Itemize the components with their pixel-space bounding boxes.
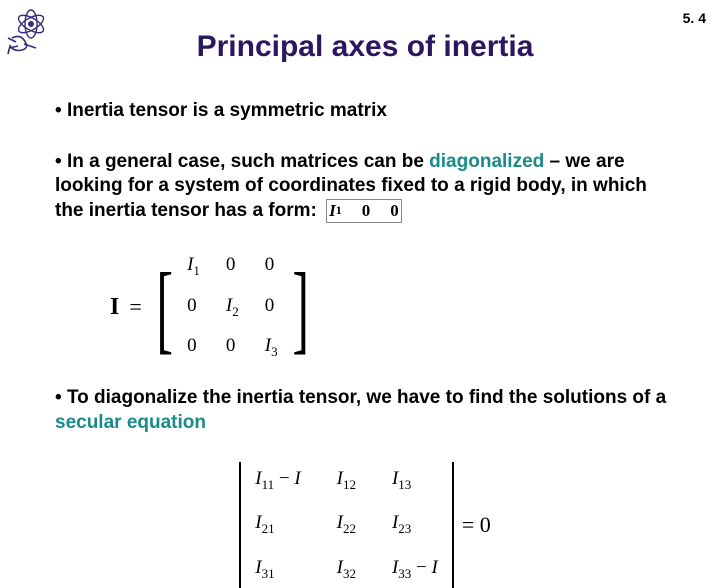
matrix-body: I100 0I20 00I3 [181,250,283,364]
matrix-top-row-inline: I1 0 0 [326,199,402,223]
equals-zero: = 0 [462,512,491,538]
secular-equation: I11 − I I12 I13 I21 I22 I23 I31 I32 I33 … [55,462,675,588]
bullet-3: • To diagonalize the inertia tensor, we … [55,386,675,435]
determinant-body: I11 − I I12 I13 I21 I22 I23 I31 I32 I33 … [241,462,452,588]
bullet-3-pre: To diagonalize the inertia tensor, we ha… [67,387,666,408]
diagonal-matrix-formula: I = [ I100 0I20 00I3 ] [110,250,675,364]
logo-icon [6,4,56,56]
bullet-2-link: diagonalized [429,151,544,172]
matrix-label: I [110,294,119,321]
bullet-2: • In a general case, such matrices can b… [55,150,675,224]
right-bracket: ] [292,270,309,345]
bullet-1: • Inertia tensor is a symmetric matrix [55,99,675,124]
page-number: 5. 4 [683,10,706,26]
det-right-bar [452,462,454,588]
bullet-3-link: secular equation [55,412,206,433]
equals-sign: = [129,294,141,320]
bullet-2-pre: In a general case, such matrices can be [67,151,429,172]
left-bracket: [ [156,270,173,345]
slide-title: Principal axes of inertia [55,30,675,64]
bullet-1-text: Inertia tensor is a symmetric matrix [67,100,387,121]
